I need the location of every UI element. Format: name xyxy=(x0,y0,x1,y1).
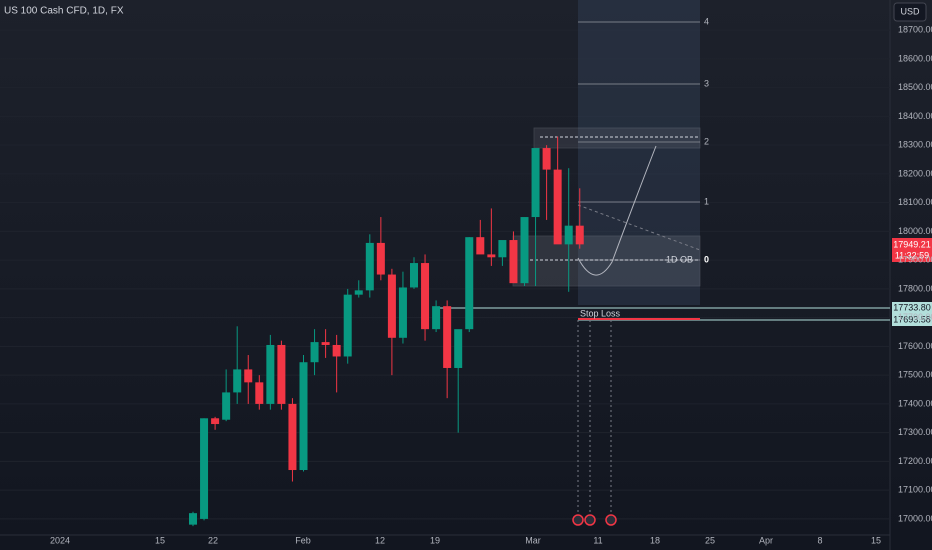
candle-body xyxy=(222,392,231,420)
y-tick-label: 17700.00 xyxy=(898,312,932,322)
candle-body xyxy=(255,382,264,404)
candle-body xyxy=(509,240,518,284)
y-tick-label: 18100.00 xyxy=(898,197,932,207)
x-tick-label: Apr xyxy=(759,535,773,545)
upper-level-box xyxy=(892,302,932,314)
x-tick-label: 19 xyxy=(430,535,440,545)
lower-level: 17693.58 xyxy=(893,314,931,324)
candle-body xyxy=(421,263,430,330)
y-tick-label: 17500.00 xyxy=(898,370,932,380)
last-price: 17949.21 xyxy=(893,239,931,249)
x-tick-label: Mar xyxy=(525,535,541,545)
x-tick-label: 15 xyxy=(155,535,165,545)
candle-body xyxy=(387,274,396,338)
fib-label: 0 xyxy=(704,254,709,264)
fib-label: 4 xyxy=(704,16,709,26)
candle-body xyxy=(531,148,540,218)
candle-body xyxy=(343,294,352,357)
candle-body xyxy=(233,369,242,393)
y-tick-label: 17000.00 xyxy=(898,513,932,523)
candle-body xyxy=(410,263,418,288)
x-tick-label: 12 xyxy=(375,535,385,545)
order-block-label: 1D OB xyxy=(666,254,693,264)
countdown: 11:32:59 xyxy=(895,250,929,260)
candle-body xyxy=(454,329,463,368)
candle-body xyxy=(520,217,529,284)
y-tick-label: 17300.00 xyxy=(898,427,932,437)
currency-button[interactable] xyxy=(893,2,927,22)
y-tick-label: 18000.00 xyxy=(898,226,932,236)
stop-loss-label: Stop Loss xyxy=(580,308,621,318)
candle-body xyxy=(542,148,551,170)
x-tick-label: 8 xyxy=(817,535,822,545)
candle-body xyxy=(398,287,407,338)
x-tick-label: 11 xyxy=(593,535,602,545)
fib-label: 2 xyxy=(704,136,709,146)
fib-lines xyxy=(578,21,700,261)
candle-body xyxy=(476,237,485,255)
candle-body xyxy=(266,344,275,404)
x-tick-label: 18 xyxy=(650,535,660,545)
y-tick-label: 18300.00 xyxy=(898,140,932,150)
candle-body xyxy=(564,225,573,245)
candle-body xyxy=(244,369,253,383)
candle-body xyxy=(321,342,330,345)
y-tick-label: 17200.00 xyxy=(898,456,932,466)
candle-body xyxy=(310,342,319,363)
candle-body xyxy=(575,225,584,245)
candle-body xyxy=(376,242,385,275)
candle-body xyxy=(443,306,452,368)
event-icon xyxy=(572,514,584,526)
x-tick-label: 2024 xyxy=(50,535,70,545)
candle-body xyxy=(432,306,441,330)
candle-body xyxy=(288,403,297,471)
last-price-box xyxy=(892,238,932,262)
y-tick-label: 18700.00 xyxy=(898,25,932,35)
projection-dash xyxy=(577,204,701,251)
candle-body xyxy=(465,237,474,330)
candle-body xyxy=(365,242,374,291)
fib-label: 3 xyxy=(704,78,709,88)
y-tick-label: 18600.00 xyxy=(898,53,932,63)
candle-body xyxy=(354,290,363,295)
candle-body xyxy=(553,169,562,245)
candle-body xyxy=(299,362,308,471)
x-tick-label: 15 xyxy=(871,535,881,545)
projection-path xyxy=(577,145,657,276)
currency-label[interactable]: USD xyxy=(900,6,920,16)
event-icons xyxy=(572,514,617,526)
y-tick-label: 18400.00 xyxy=(898,111,932,121)
y-tick-label: 17400.00 xyxy=(898,398,932,408)
chart-title: US 100 Cash CFD, 1D, FX xyxy=(4,6,124,17)
candle-body xyxy=(200,418,209,519)
y-tick-label: 18200.00 xyxy=(898,168,932,178)
event-icon xyxy=(584,514,596,526)
order-block xyxy=(512,235,701,287)
y-tick-label: 17100.00 xyxy=(898,485,932,495)
x-tick-label: Feb xyxy=(295,535,311,545)
y-tick-label: 18500.00 xyxy=(898,82,932,92)
fib-label: 1 xyxy=(704,196,709,206)
projection-zone xyxy=(578,0,700,305)
lower-level-box xyxy=(892,314,932,326)
candle-body xyxy=(277,344,286,404)
target-box xyxy=(533,127,701,149)
y-tick-label: 17600.00 xyxy=(898,341,932,351)
candle-body xyxy=(211,418,220,425)
candle-body xyxy=(332,344,341,357)
event-icon xyxy=(605,514,617,526)
candle-body xyxy=(487,254,496,258)
candle-body xyxy=(498,240,507,258)
x-tick-label: 22 xyxy=(208,535,218,545)
y-tick-label: 17800.00 xyxy=(898,283,932,293)
x-tick-label: 25 xyxy=(705,535,715,545)
y-tick-label: 17900.00 xyxy=(898,255,932,265)
candle-body xyxy=(189,513,197,525)
upper-level: 17733.80 xyxy=(893,302,931,312)
